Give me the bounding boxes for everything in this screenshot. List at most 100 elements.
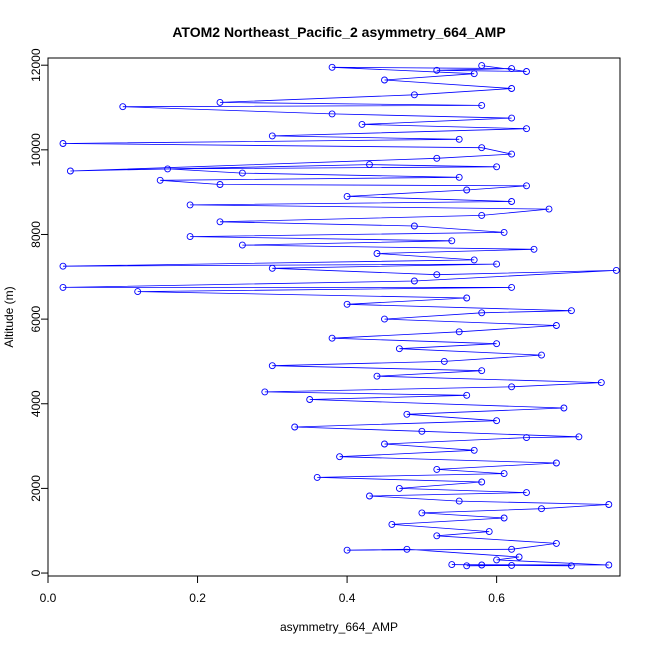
data-point bbox=[381, 76, 388, 84]
data-point bbox=[448, 237, 456, 245]
data-point bbox=[500, 470, 508, 478]
x-axis-label: asymmetry_664_AMP bbox=[280, 620, 398, 634]
data-point bbox=[418, 509, 426, 517]
data-point bbox=[552, 322, 560, 329]
data-point bbox=[238, 241, 246, 249]
data-point bbox=[552, 539, 560, 547]
data-point bbox=[523, 68, 530, 75]
data-point bbox=[395, 484, 403, 492]
data-point bbox=[597, 379, 605, 387]
data-point bbox=[59, 262, 67, 270]
data-point bbox=[523, 434, 530, 442]
data-point bbox=[463, 391, 471, 399]
data-point bbox=[216, 218, 224, 226]
y-tick-label: 6000 bbox=[29, 305, 43, 332]
data-point bbox=[523, 125, 530, 133]
data-point bbox=[455, 328, 463, 336]
data-point bbox=[552, 459, 560, 467]
data-point bbox=[433, 154, 441, 162]
data-point bbox=[508, 383, 516, 391]
y-tick-label: 4000 bbox=[29, 390, 43, 417]
data-point bbox=[358, 120, 366, 128]
x-tick-label: 0.4 bbox=[339, 591, 356, 605]
data-point bbox=[306, 396, 314, 403]
data-point bbox=[508, 545, 516, 553]
data-point bbox=[268, 362, 276, 370]
data-point bbox=[59, 283, 67, 291]
data-point bbox=[470, 256, 478, 264]
data-point bbox=[216, 181, 224, 188]
data-point bbox=[463, 562, 471, 570]
data-point bbox=[493, 260, 501, 268]
data-point bbox=[478, 144, 486, 152]
data-point bbox=[545, 205, 553, 213]
data-point bbox=[366, 161, 373, 169]
data-point bbox=[268, 132, 276, 140]
data-point bbox=[478, 62, 486, 70]
data-point bbox=[478, 211, 486, 219]
data-point bbox=[478, 561, 486, 569]
data-point bbox=[66, 167, 74, 175]
y-tick-label: 10000 bbox=[29, 133, 43, 167]
data-point bbox=[418, 427, 426, 435]
y-tick-label: 12000 bbox=[29, 48, 43, 82]
data-point bbox=[455, 173, 463, 181]
data-point bbox=[560, 404, 568, 412]
data-point bbox=[538, 505, 545, 513]
data-point bbox=[373, 372, 381, 380]
data-point bbox=[493, 163, 501, 171]
data-point bbox=[508, 561, 516, 569]
data-point bbox=[433, 465, 441, 473]
data-point bbox=[336, 453, 344, 461]
data-point bbox=[478, 367, 486, 375]
data-point bbox=[463, 186, 471, 194]
y-tick-label: 0 bbox=[29, 569, 43, 576]
series-layer bbox=[59, 62, 620, 570]
data-point bbox=[440, 357, 448, 365]
data-point bbox=[381, 315, 388, 323]
data-point bbox=[433, 271, 441, 279]
data-point bbox=[119, 103, 127, 111]
data-point bbox=[493, 417, 501, 425]
data-point bbox=[343, 192, 351, 200]
data-point bbox=[478, 478, 486, 486]
data-point bbox=[156, 176, 164, 184]
data-point bbox=[238, 169, 246, 177]
data-point bbox=[186, 201, 194, 209]
data-point bbox=[403, 410, 411, 418]
data-point bbox=[59, 140, 67, 147]
data-point bbox=[500, 228, 508, 236]
data-point bbox=[612, 266, 620, 274]
data-point bbox=[493, 556, 501, 564]
data-point bbox=[216, 98, 224, 106]
x-tick-label: 0.6 bbox=[488, 591, 505, 605]
data-point bbox=[508, 198, 516, 205]
data-point bbox=[478, 101, 486, 109]
data-point bbox=[523, 489, 530, 497]
data-point bbox=[478, 309, 486, 317]
data-point bbox=[328, 110, 336, 118]
data-point bbox=[268, 264, 276, 272]
data-point bbox=[388, 520, 396, 528]
data-point bbox=[410, 222, 418, 230]
data-point bbox=[508, 150, 516, 158]
chart-title: ATOM2 Northeast_Pacific_2 asymmetry_664_… bbox=[172, 24, 505, 40]
x-axis: 0.0 0.2 0.4 0.6 bbox=[40, 575, 505, 605]
data-point bbox=[470, 70, 478, 78]
data-point bbox=[508, 85, 516, 92]
data-point bbox=[485, 528, 493, 536]
data-point bbox=[575, 433, 583, 441]
data-point bbox=[500, 514, 508, 522]
data-point bbox=[448, 561, 456, 569]
data-point bbox=[515, 553, 523, 561]
data-point bbox=[343, 546, 351, 554]
plot-frame bbox=[47, 57, 621, 577]
data-point bbox=[605, 561, 613, 569]
data-point bbox=[366, 492, 373, 500]
series-line bbox=[62, 65, 617, 567]
data-point bbox=[455, 135, 463, 143]
data-point bbox=[328, 63, 336, 71]
y-axis: 0 2000 4000 6000 8000 10000 12000 bbox=[29, 48, 49, 576]
data-point bbox=[410, 277, 418, 285]
